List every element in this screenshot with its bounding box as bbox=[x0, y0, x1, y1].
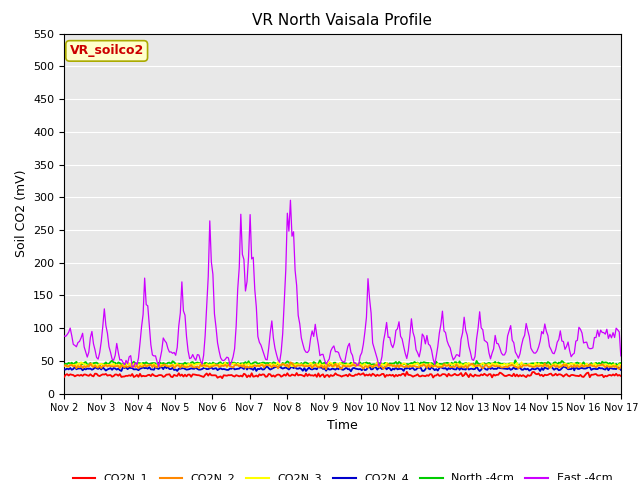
X-axis label: Time: Time bbox=[327, 419, 358, 432]
Text: VR_soilco2: VR_soilco2 bbox=[70, 44, 144, 58]
Legend: CO2N_1, CO2N_2, CO2N_3, CO2N_4, North -4cm, East -4cm: CO2N_1, CO2N_2, CO2N_3, CO2N_4, North -4… bbox=[68, 469, 616, 480]
Y-axis label: Soil CO2 (mV): Soil CO2 (mV) bbox=[15, 170, 28, 257]
Title: VR North Vaisala Profile: VR North Vaisala Profile bbox=[252, 13, 433, 28]
